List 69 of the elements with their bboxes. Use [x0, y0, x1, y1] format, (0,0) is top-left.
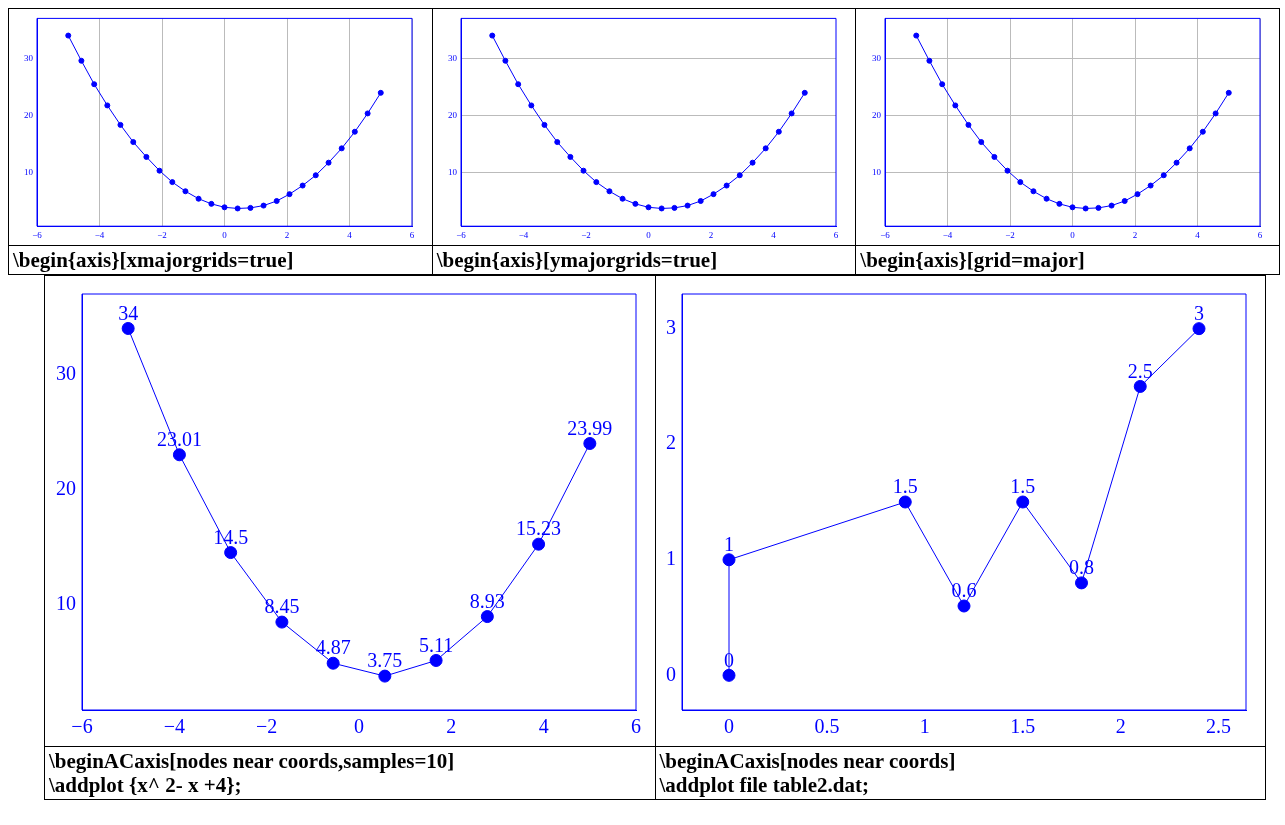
x-tick-label: −4 — [163, 715, 185, 738]
y-tick-label: 10 — [447, 167, 458, 178]
data-label: 0 — [724, 648, 735, 671]
x-tick-label: 0 — [1069, 229, 1075, 240]
data-label: 34 — [117, 301, 138, 324]
y-tick-label: 20 — [24, 110, 34, 121]
y-tick-label: 30 — [24, 52, 34, 63]
data-label: 1 — [724, 533, 735, 556]
text: \beginACaxis[nodes near coords,samples=10] — [49, 749, 456, 774]
x-tick-label: 1 — [920, 715, 931, 738]
y-tick-label: 3 — [666, 316, 677, 339]
x-tick-label: 0 — [646, 229, 652, 240]
y-tick-label: 30 — [447, 52, 458, 63]
x-tick-label: 4 — [771, 229, 777, 240]
x-tick-label: 6 — [833, 229, 839, 240]
data-label: 15.23 — [515, 517, 561, 540]
x-tick-label: 2 — [1115, 715, 1126, 738]
y-tick-label: 30 — [55, 361, 76, 384]
x-tick-label: 4 — [1194, 229, 1200, 240]
x-tick-label: 4 — [347, 229, 353, 240]
y-tick-label: 1 — [666, 547, 677, 570]
x-tick-label: −4 — [95, 229, 106, 240]
y-tick-label: 20 — [447, 110, 458, 121]
text: \addplot file table2.dat; — [659, 773, 870, 798]
y-tick-label: 10 — [24, 167, 34, 178]
y-tick-label: 2 — [666, 431, 677, 454]
data-label: 2.5 — [1128, 359, 1153, 382]
y-tick-label: 10 — [871, 167, 882, 178]
y-tick-label: 20 — [55, 476, 76, 499]
x-tick-label: −6 — [32, 229, 43, 240]
x-tick-label: 2 — [708, 229, 714, 240]
data-label: 3 — [1194, 302, 1205, 325]
data-label: 3.75 — [367, 649, 403, 672]
x-tick-label: 6 — [1257, 229, 1263, 240]
data-label: 4.87 — [315, 636, 351, 659]
x-tick-label: −6 — [456, 229, 467, 240]
x-tick-label: 6 — [410, 229, 416, 240]
data-label: 23.99 — [567, 416, 613, 439]
text: \begin{axis}[xmajorgrids=true] — [13, 248, 295, 273]
y-tick-label: 20 — [871, 110, 882, 121]
text: \begin{axis}[ymajorgrids=true] — [436, 248, 719, 273]
text: \addplot {x^ 2- x +4}; — [49, 773, 243, 798]
x-tick-label: 0 — [222, 229, 228, 240]
x-tick-label: 0 — [724, 715, 735, 738]
text: \begin{axis}[grid=major] — [860, 248, 1086, 273]
x-tick-label: −2 — [1004, 229, 1015, 240]
x-tick-label: 1.5 — [1010, 715, 1036, 738]
x-tick-label: 0.5 — [814, 715, 840, 738]
y-tick-label: 10 — [55, 591, 76, 614]
data-label: 1.5 — [1010, 475, 1036, 498]
x-tick-label: 4 — [538, 715, 549, 738]
x-tick-label: 2 — [285, 229, 290, 240]
data-label: 23.01 — [156, 428, 202, 451]
data-label: 1.5 — [893, 475, 918, 498]
data-label: 5.11 — [418, 633, 453, 656]
x-tick-label: −6 — [71, 715, 93, 738]
x-tick-label: −6 — [879, 229, 890, 240]
text: \beginACaxis[nodes near coords] — [659, 749, 957, 774]
x-tick-label: −4 — [942, 229, 953, 240]
x-tick-label: −4 — [518, 229, 529, 240]
x-tick-label: −2 — [255, 715, 278, 738]
x-tick-label: −2 — [157, 229, 168, 240]
x-tick-label: 2.5 — [1206, 715, 1232, 738]
x-tick-label: 0 — [353, 715, 364, 738]
y-tick-label: 30 — [871, 52, 882, 63]
x-tick-label: −2 — [581, 229, 591, 240]
x-tick-label: 2 — [1132, 229, 1137, 240]
x-tick-label: 6 — [630, 715, 641, 738]
y-tick-label: 0 — [666, 662, 677, 685]
